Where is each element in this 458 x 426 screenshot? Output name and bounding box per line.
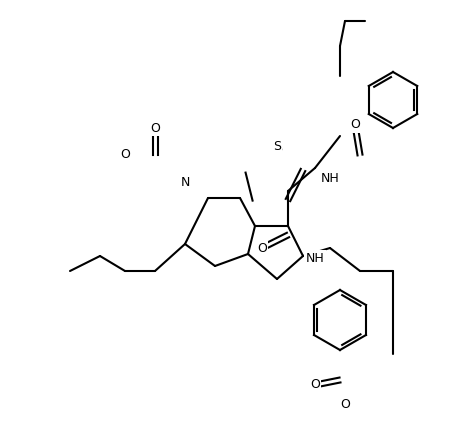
Text: O: O xyxy=(150,121,160,135)
Text: O: O xyxy=(257,242,267,254)
Text: O: O xyxy=(310,378,320,391)
Text: NH: NH xyxy=(305,251,324,265)
Text: S: S xyxy=(273,141,281,153)
Text: N: N xyxy=(180,176,190,188)
Text: O: O xyxy=(120,149,130,161)
Text: O: O xyxy=(340,398,350,412)
Text: NH: NH xyxy=(321,172,339,184)
Text: S: S xyxy=(274,143,282,155)
Text: O: O xyxy=(350,118,360,132)
